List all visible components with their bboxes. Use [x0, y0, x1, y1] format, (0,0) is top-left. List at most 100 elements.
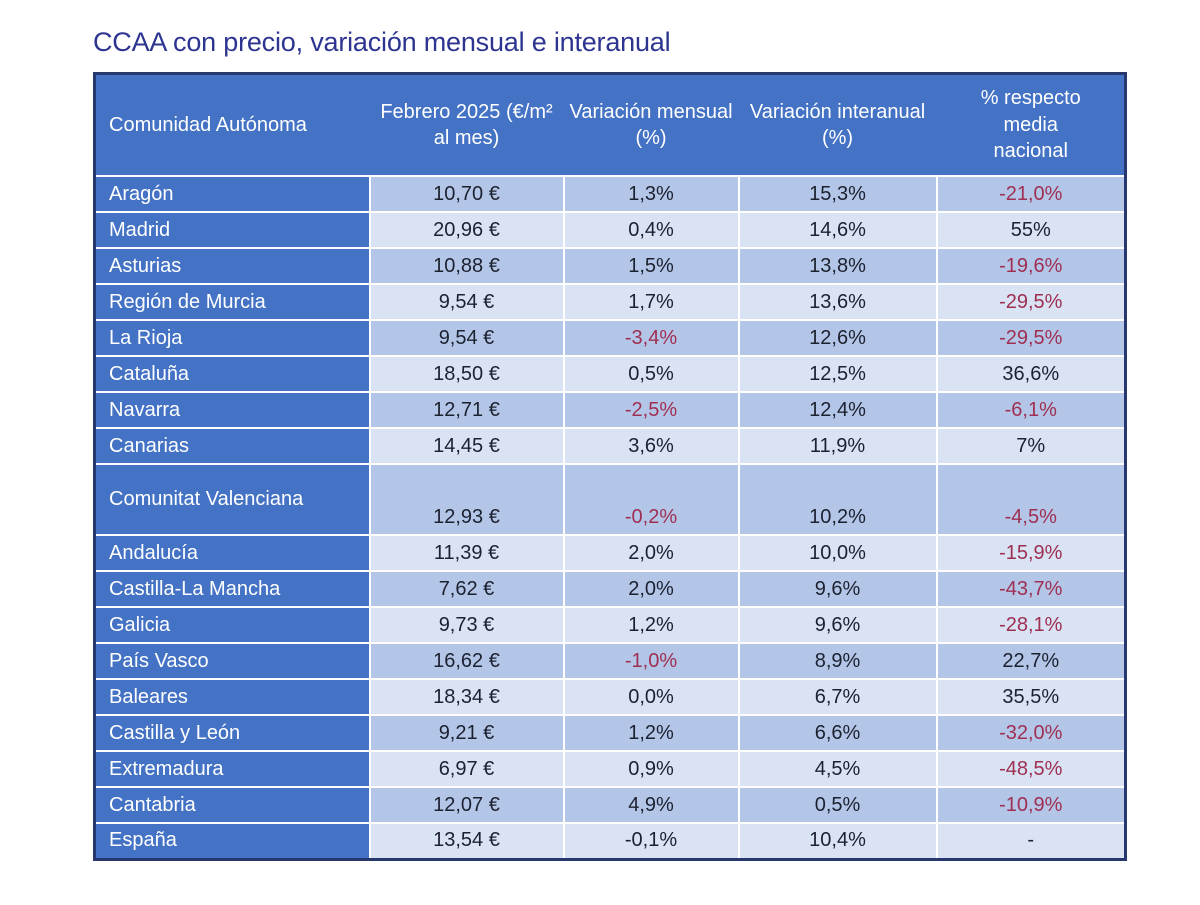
column-header-interannual-variation: Variación interanual (%): [737, 72, 938, 177]
cell-price: 20,96 €: [368, 211, 565, 249]
cell-vs-national-average: -43,7%: [935, 570, 1127, 608]
table-row: Castilla-La Mancha 7,62 € 2,0% 9,6% -43,…: [93, 570, 1127, 608]
cell-interannual-variation: 12,4%: [737, 391, 938, 429]
table-header: Comunidad Autónoma Febrero 2025 (€/m² al…: [93, 72, 1127, 177]
row-header-community: Región de Murcia: [93, 283, 371, 321]
cell-vs-national-average: -: [935, 822, 1127, 860]
row-header-community: Castilla-La Mancha: [93, 570, 371, 608]
cell-interannual-variation: 6,6%: [737, 714, 938, 752]
cell-vs-national-average: -19,6%: [935, 247, 1127, 285]
cell-interannual-variation: 0,5%: [737, 786, 938, 824]
cell-monthly-variation: 0,0%: [562, 678, 740, 716]
cell-interannual-variation: 12,6%: [737, 319, 938, 357]
row-header-community: Madrid: [93, 211, 371, 249]
cell-vs-national-average: -21,0%: [935, 175, 1127, 213]
cell-vs-national-average: -28,1%: [935, 606, 1127, 644]
row-header-community: Comunitat Valenciana: [93, 463, 371, 536]
cell-monthly-variation: -2,5%: [562, 391, 740, 429]
row-header-community: Cataluña: [93, 355, 371, 393]
cell-vs-national-average: -15,9%: [935, 534, 1127, 572]
cell-vs-national-average: -32,0%: [935, 714, 1127, 752]
cell-price: 18,34 €: [368, 678, 565, 716]
cell-interannual-variation: 14,6%: [737, 211, 938, 249]
column-header-monthly-variation: Variación mensual (%): [562, 72, 740, 177]
table-row: España 13,54 € -0,1% 10,4% -: [93, 822, 1127, 860]
cell-price: 13,54 €: [368, 822, 565, 860]
cell-monthly-variation: -1,0%: [562, 642, 740, 680]
header-row: Comunidad Autónoma Febrero 2025 (€/m² al…: [93, 72, 1127, 177]
table-row: Galicia 9,73 € 1,2% 9,6% -28,1%: [93, 606, 1127, 644]
cell-monthly-variation: 0,4%: [562, 211, 740, 249]
column-header-vs-national-average: % respecto media nacional: [935, 72, 1127, 177]
cell-interannual-variation: 15,3%: [737, 175, 938, 213]
cell-price: 9,54 €: [368, 319, 565, 357]
table-row: Baleares 18,34 € 0,0% 6,7% 35,5%: [93, 678, 1127, 716]
cell-interannual-variation: 11,9%: [737, 427, 938, 465]
cell-interannual-variation: 6,7%: [737, 678, 938, 716]
cell-interannual-variation: 13,8%: [737, 247, 938, 285]
row-header-community: España: [93, 822, 371, 860]
cell-interannual-variation: 4,5%: [737, 750, 938, 788]
table-row: Castilla y León 9,21 € 1,2% 6,6% -32,0%: [93, 714, 1127, 752]
row-header-community: La Rioja: [93, 319, 371, 357]
cell-price: 10,70 €: [368, 175, 565, 213]
ccaa-price-table: Comunidad Autónoma Febrero 2025 (€/m² al…: [93, 72, 1127, 861]
table-row: Región de Murcia 9,54 € 1,7% 13,6% -29,5…: [93, 283, 1127, 321]
cell-price: 16,62 €: [368, 642, 565, 680]
table-row: Asturias 10,88 € 1,5% 13,8% -19,6%: [93, 247, 1127, 285]
cell-vs-national-average: -6,1%: [935, 391, 1127, 429]
cell-monthly-variation: 2,0%: [562, 534, 740, 572]
row-header-community: País Vasco: [93, 642, 371, 680]
cell-price: 14,45 €: [368, 427, 565, 465]
cell-monthly-variation: 1,7%: [562, 283, 740, 321]
cell-interannual-variation: 10,0%: [737, 534, 938, 572]
table-row: País Vasco 16,62 € -1,0% 8,9% 22,7%: [93, 642, 1127, 680]
table-body: Aragón 10,70 € 1,3% 15,3% -21,0% Madrid …: [93, 175, 1127, 860]
cell-price: 18,50 €: [368, 355, 565, 393]
cell-monthly-variation: -0,1%: [562, 822, 740, 860]
cell-interannual-variation: 9,6%: [737, 570, 938, 608]
cell-interannual-variation: 9,6%: [737, 606, 938, 644]
cell-price: 9,54 €: [368, 283, 565, 321]
row-header-community: Cantabria: [93, 786, 371, 824]
cell-monthly-variation: 0,9%: [562, 750, 740, 788]
cell-vs-national-average: 55%: [935, 211, 1127, 249]
cell-price: 9,73 €: [368, 606, 565, 644]
cell-price: 12,07 €: [368, 786, 565, 824]
row-header-community: Andalucía: [93, 534, 371, 572]
cell-interannual-variation: 10,2%: [737, 463, 938, 536]
cell-price: 12,93 €: [368, 463, 565, 536]
row-header-community: Asturias: [93, 247, 371, 285]
row-header-community: Canarias: [93, 427, 371, 465]
table-row: Canarias 14,45 € 3,6% 11,9% 7%: [93, 427, 1127, 465]
cell-monthly-variation: 0,5%: [562, 355, 740, 393]
cell-monthly-variation: 1,2%: [562, 606, 740, 644]
table-row: La Rioja 9,54 € -3,4% 12,6% -29,5%: [93, 319, 1127, 357]
row-header-community: Galicia: [93, 606, 371, 644]
cell-price: 10,88 €: [368, 247, 565, 285]
cell-vs-national-average: 22,7%: [935, 642, 1127, 680]
cell-monthly-variation: -3,4%: [562, 319, 740, 357]
table-row: Cantabria 12,07 € 4,9% 0,5% -10,9%: [93, 786, 1127, 824]
table-row: Navarra 12,71 € -2,5% 12,4% -6,1%: [93, 391, 1127, 429]
cell-monthly-variation: 1,3%: [562, 175, 740, 213]
table-row: Comunitat Valenciana 12,93 € -0,2% 10,2%…: [93, 463, 1127, 536]
cell-monthly-variation: -0,2%: [562, 463, 740, 536]
cell-monthly-variation: 2,0%: [562, 570, 740, 608]
cell-interannual-variation: 10,4%: [737, 822, 938, 860]
cell-price: 11,39 €: [368, 534, 565, 572]
cell-vs-national-average: -4,5%: [935, 463, 1127, 536]
cell-vs-national-average: -29,5%: [935, 319, 1127, 357]
cell-price: 6,97 €: [368, 750, 565, 788]
cell-monthly-variation: 1,5%: [562, 247, 740, 285]
cell-monthly-variation: 4,9%: [562, 786, 740, 824]
row-header-community: Castilla y León: [93, 714, 371, 752]
column-header-community: Comunidad Autónoma: [93, 72, 371, 177]
cell-interannual-variation: 13,6%: [737, 283, 938, 321]
cell-interannual-variation: 8,9%: [737, 642, 938, 680]
cell-price: 7,62 €: [368, 570, 565, 608]
cell-price: 12,71 €: [368, 391, 565, 429]
table-row: Cataluña 18,50 € 0,5% 12,5% 36,6%: [93, 355, 1127, 393]
table-row: Extremadura 6,97 € 0,9% 4,5% -48,5%: [93, 750, 1127, 788]
